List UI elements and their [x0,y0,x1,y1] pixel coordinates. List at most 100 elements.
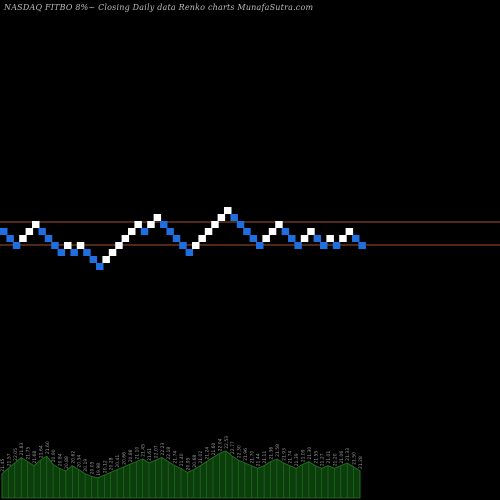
volume-price-label: 21.27 [320,453,326,466]
down-brick [288,235,296,242]
down-brick [358,242,366,249]
up-brick [300,235,309,242]
up-brick [108,249,117,256]
down-brick [0,228,8,235]
up-brick [102,256,110,263]
up-brick [32,221,40,228]
down-brick [185,249,194,256]
volume-price-label: 21.57 [6,453,12,466]
up-brick [211,221,219,228]
down-brick [281,228,290,235]
down-brick [57,249,66,256]
volume-price-label: 20.19 [83,459,89,472]
volume-price-label: 22.23 [160,442,166,455]
volume-price-label: 20.28 [109,457,115,470]
volume-price-label: 21.39 [294,453,300,466]
down-brick [12,242,21,249]
down-brick [320,242,328,249]
volume-price-label: 20.84 [58,453,64,466]
volume-price-label: 20.41 [115,455,121,468]
down-brick [352,235,360,242]
up-brick [25,228,34,235]
volume-price-label: 21.55 [313,451,319,464]
up-brick [307,228,315,235]
down-brick [230,214,238,221]
volume-panel [1,450,361,499]
up-brick [268,228,277,235]
volume-price-label: 20.62 [70,451,76,464]
volume-price-label: 22.77 [230,441,236,454]
chart-title: NASDAQ FITBO 8%~ Closing Daily data Renk… [4,3,314,12]
volume-price-label: 20.90 [51,449,57,462]
up-brick [262,235,270,242]
volume-price-label: 22.18 [166,447,172,460]
volume-price-label: 20.88 [64,456,70,469]
volume-price-label: 21.96 [243,448,249,461]
volume-price-label: 21.60 [45,441,51,454]
up-brick [192,242,200,249]
volume-price-label: 20.95 [185,457,191,470]
down-brick [89,256,98,263]
down-brick [160,221,168,228]
volume-price-label: 20.68 [192,455,198,468]
volume-price-label: 21.30 [307,447,313,460]
volume-price-label: 22.07 [153,445,159,458]
volume-price-label: 22.30 [237,445,243,458]
volume-price-label: 20.05 [90,461,96,474]
volume-price-label: 21.74 [173,451,179,464]
down-brick [294,242,302,249]
volume-price-label: 22.05 [13,448,19,461]
volume-price-label: 21.60 [211,442,217,455]
volume-price-label: 21.45 [0,459,6,472]
volume-price-label: 21.28 [358,456,364,469]
down-brick [243,228,251,235]
down-brick [140,228,149,235]
down-brick [83,249,91,256]
up-brick [147,221,155,228]
down-brick [249,235,258,242]
up-brick [134,221,142,228]
volume-price-label: 21.61 [147,448,153,461]
volume-price-label: 21.64 [38,445,44,458]
volume-price-label: 21.10 [134,447,140,460]
volume-price-label: 21.36 [269,447,275,460]
volume-price-label: 21.20 [332,453,338,466]
volume-price-label: 21.93 [281,448,287,461]
volume-price-label: 22.53 [224,436,230,449]
volume-price-label: 21.44 [256,453,262,466]
down-brick [172,235,181,242]
volume-price-label: 21.09 [301,449,307,462]
volume-price-label: 19.98 [96,463,102,476]
down-brick [51,242,59,249]
up-brick [76,242,85,249]
volume-price-label: 20.34 [77,455,83,468]
volume-price-label: 21.68 [32,451,38,464]
down-brick [70,249,78,256]
renko-bricks [0,207,366,270]
up-brick [198,235,206,242]
up-brick [64,242,72,249]
up-brick [121,235,130,242]
volume-labels: 21.45 21.57 22.05 21.83 21.75 21.68 21.64 21.60… [0,436,364,476]
up-brick [204,228,213,235]
volume-price-label: 22.04 [217,438,223,451]
down-brick [38,228,46,235]
volume-price-label: 21.02 [198,451,204,464]
up-brick [217,214,226,221]
down-brick [332,242,341,249]
up-brick [128,228,136,235]
volume-price-label: 21.40 [179,453,185,466]
volume-price-label: 21.70 [249,451,255,464]
down-brick [44,235,53,242]
down-brick [256,242,264,249]
volume-price-label: 20.12 [102,460,108,473]
volume-price-label: 20.66 [122,452,128,465]
volume-price-label: 21.75 [26,447,32,460]
up-brick [326,235,334,242]
down-brick [236,221,245,228]
down-brick [313,235,322,242]
volume-price-label: 21.45 [141,444,147,457]
volume-price-label: 21.74 [288,451,294,464]
up-brick [153,214,162,221]
